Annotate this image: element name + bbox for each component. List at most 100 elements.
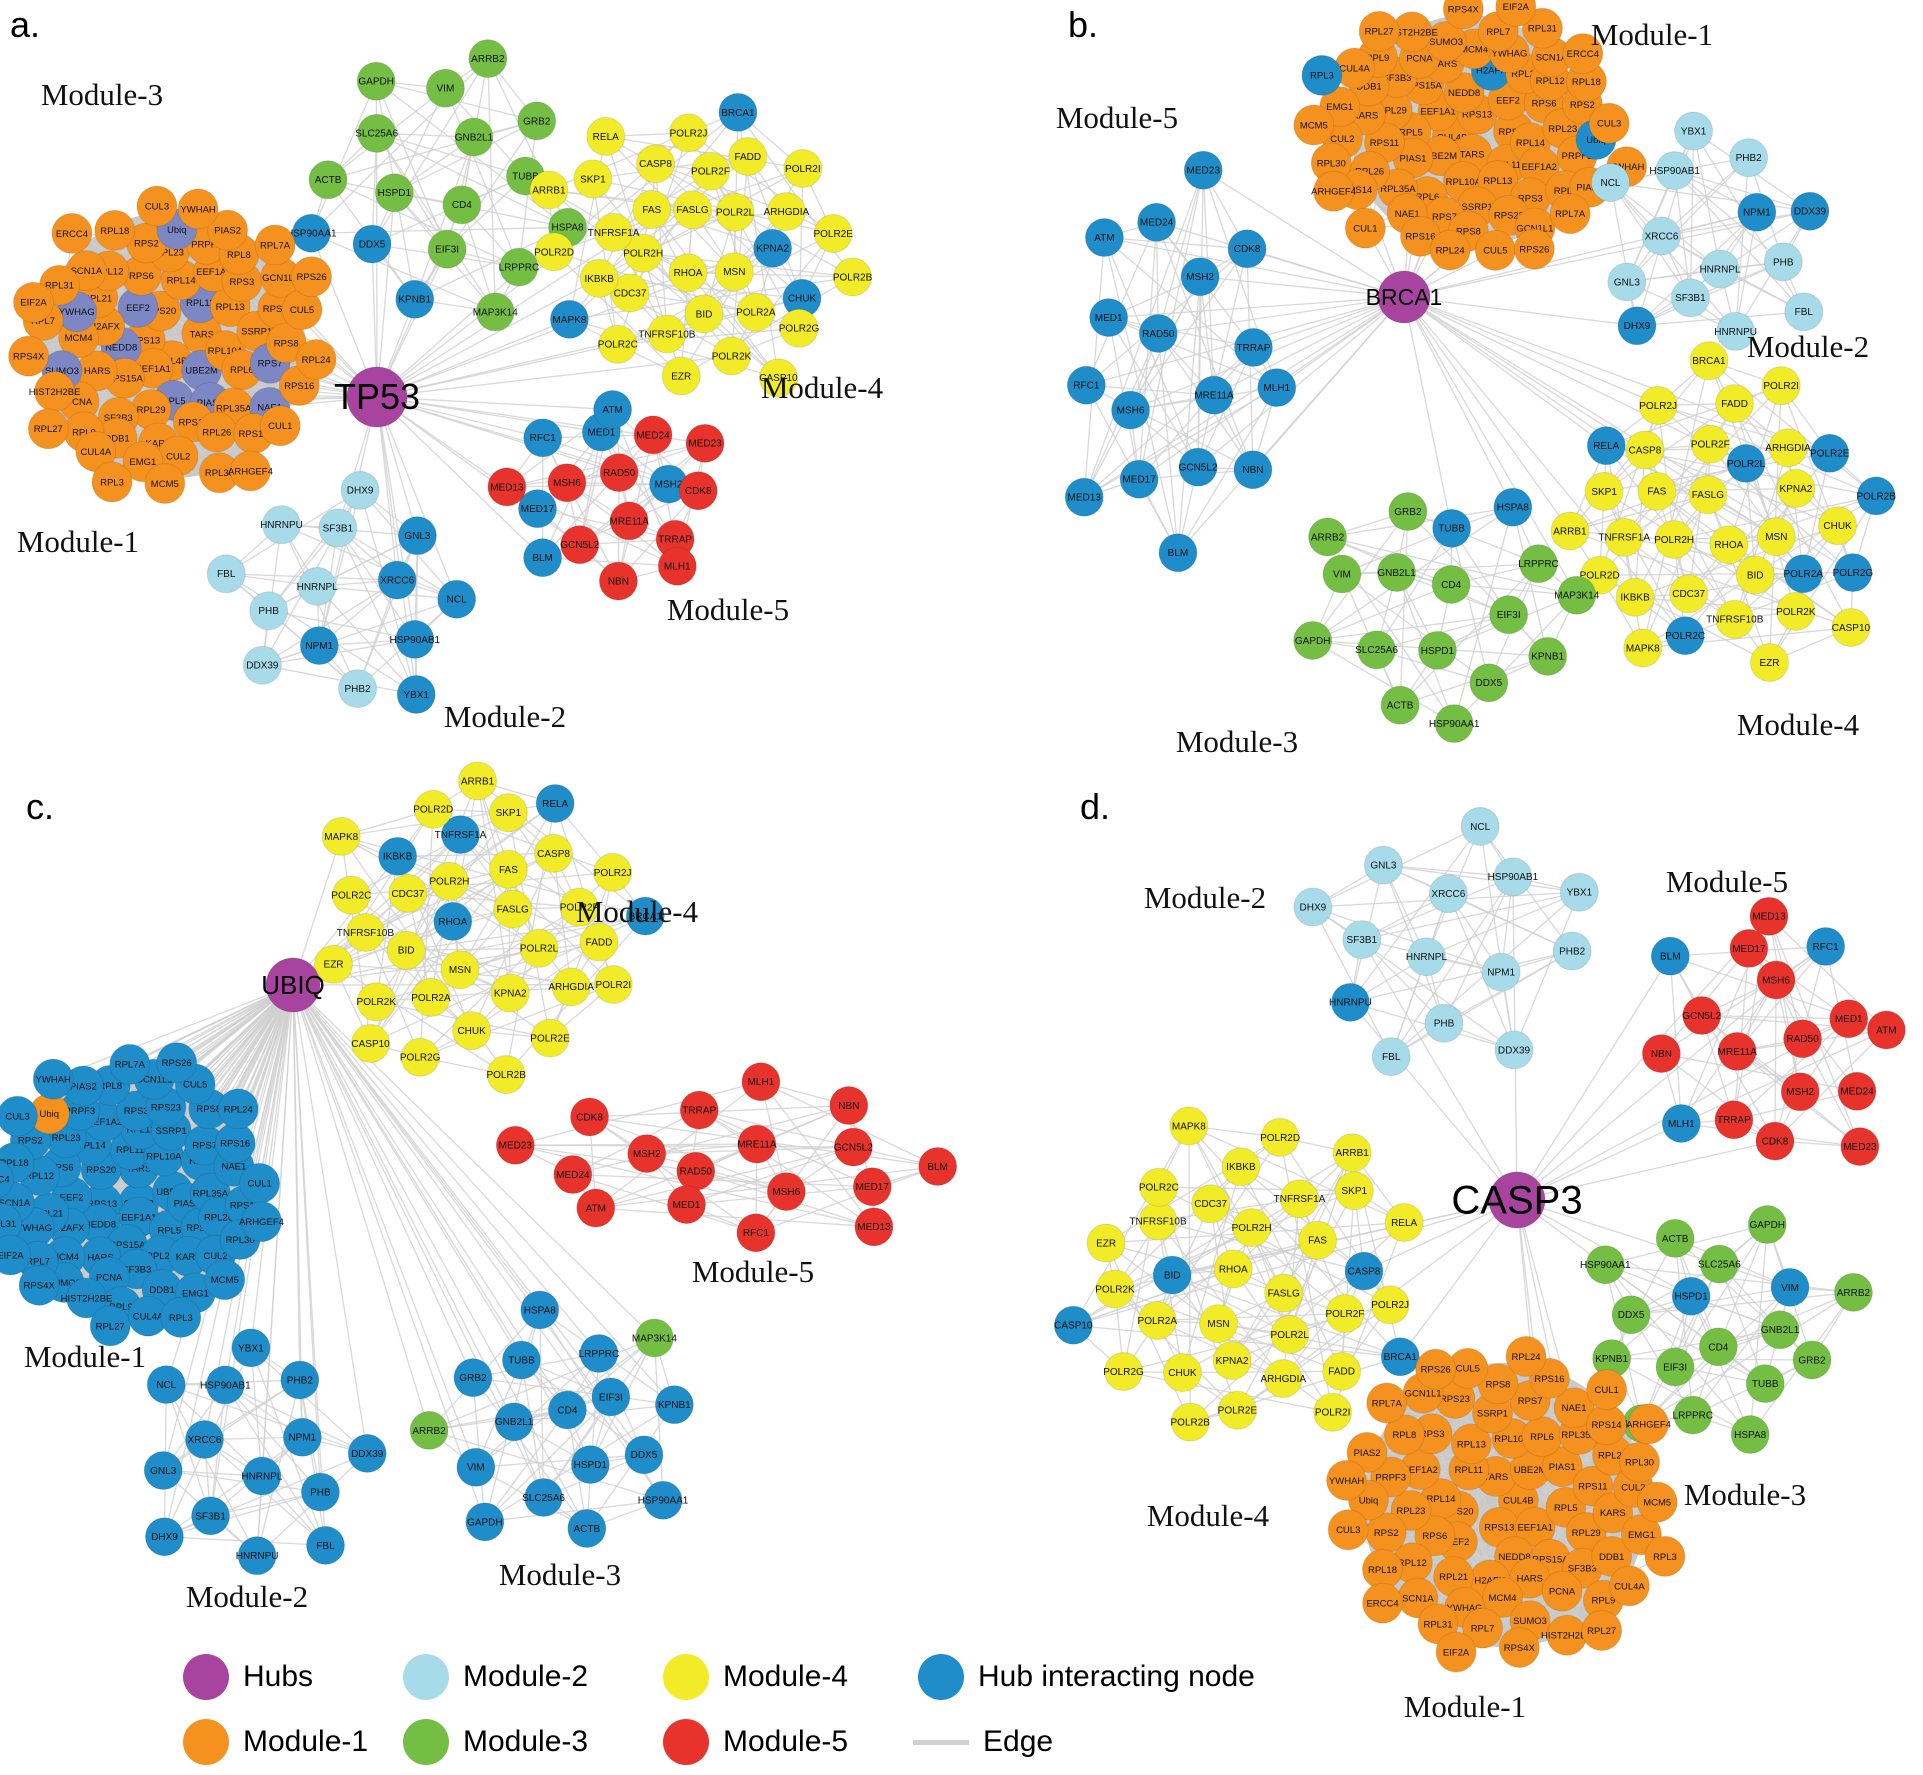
protein-node: FAS: [1298, 1220, 1338, 1260]
protein-node-label: RPS20: [146, 306, 176, 317]
protein-node: POLR2B: [1856, 476, 1896, 516]
protein-node-label: RPL18: [1368, 1565, 1397, 1576]
protein-node: POLR2J: [593, 852, 633, 892]
protein-node-label: EIF3I: [435, 245, 459, 256]
protein-node: POLR2F: [691, 151, 731, 191]
protein-node-label: DDX39: [246, 661, 279, 672]
protein-node: RELA: [1384, 1202, 1424, 1242]
protein-node: MCM5: [144, 462, 186, 504]
protein-node-label: CDK8: [685, 486, 712, 497]
protein-node-label: HSPA8: [1734, 1430, 1766, 1441]
protein-node-label: CUL3: [1336, 1525, 1360, 1536]
protein-node-label: PRPF3: [1375, 1472, 1406, 1483]
hub-label: UBIQ: [261, 970, 325, 1000]
protein-node-label: PCNA: [1406, 54, 1433, 65]
protein-node-label: EMG1: [129, 457, 156, 468]
protein-node-label: MCM5: [211, 1275, 239, 1286]
protein-node-label: POLR2C: [1139, 1183, 1179, 1194]
protein-node-label: EMG1: [1326, 102, 1353, 113]
protein-node: RPL30: [1619, 1441, 1661, 1483]
protein-node: HNRNPU: [1714, 311, 1757, 351]
protein-node-label: RPL23: [52, 1133, 81, 1144]
protein-node-label: RPL26: [202, 427, 231, 438]
module-label: Module-4: [1737, 707, 1860, 742]
protein-node: GAPDH: [1747, 1205, 1787, 1245]
protein-node-label: RPL35A: [1561, 1430, 1597, 1441]
protein-node: TNFRSF10B: [638, 314, 696, 354]
protein-node-label: CUL5: [183, 1079, 207, 1090]
protein-node: POLR2L: [715, 192, 755, 232]
protein-node-label: ATM: [1876, 1025, 1896, 1036]
protein-node: GNB2L1: [1377, 552, 1416, 592]
protein-node: HSPA8: [520, 1290, 560, 1330]
protein-node: DDX39: [242, 645, 282, 685]
protein-node-label: YBX1: [403, 690, 429, 701]
protein-node: ARRB1: [1332, 1133, 1372, 1173]
protein-node: SKP1: [573, 159, 613, 199]
protein-node-label: PHB2: [1736, 153, 1763, 164]
protein-node-label: YBX1: [238, 1343, 264, 1354]
protein-node-label: RPS23: [1440, 1394, 1470, 1405]
protein-node-label: SKP1: [496, 808, 522, 819]
protein-node-label: RPS8: [1486, 1379, 1511, 1390]
protein-node: PIAS2: [207, 209, 249, 251]
protein-node-label: EEF1A1: [121, 1212, 156, 1223]
protein-node: ARRB2: [409, 1410, 449, 1450]
protein-node: YBX1: [396, 674, 436, 714]
protein-node: MSH6: [1756, 960, 1796, 1000]
protein-node-label: HIST2H2BE: [29, 387, 81, 398]
protein-node-label: TNFRSF10B: [638, 329, 696, 340]
protein-node: LRPPRC: [1518, 544, 1559, 584]
protein-node: MSN: [714, 252, 754, 292]
protein-node: RPL31: [1521, 7, 1563, 49]
protein-node-label: POLR2D: [1580, 571, 1620, 582]
protein-node: EZR: [1749, 642, 1789, 682]
protein-node: PHB: [1763, 242, 1803, 282]
protein-node: NPM1: [282, 1417, 322, 1457]
protein-node-label: MAP3K14: [473, 307, 518, 318]
protein-node: MED24: [633, 415, 673, 455]
protein-node: MLH1: [741, 1062, 781, 1102]
protein-node-label: FASLG: [676, 205, 708, 216]
protein-node: DHX9: [144, 1517, 184, 1557]
protein-node-label: RPL11: [116, 1145, 144, 1156]
protein-node: POLR2D: [534, 232, 574, 272]
protein-node: POLR2E: [1810, 433, 1850, 473]
protein-node: CDK8: [1755, 1121, 1795, 1161]
protein-node: HNRNPL: [1699, 249, 1741, 289]
protein-node: FBL: [1784, 292, 1824, 332]
protein-node-label: ERCC4: [1567, 49, 1599, 60]
protein-node: ACTB: [567, 1508, 607, 1548]
protein-node-label: RPS16: [1405, 232, 1435, 243]
protein-node-label: RFC1: [530, 433, 557, 444]
protein-node: MSH2: [627, 1134, 667, 1174]
protein-node: DDX39: [1494, 1030, 1534, 1070]
protein-node: POLR2L: [1270, 1315, 1309, 1355]
protein-node: EIF3I: [1489, 595, 1529, 635]
protein-node-label: SF3B3: [1382, 73, 1411, 84]
protein-node-label: HSPD1: [378, 188, 412, 199]
protein-node: CD4: [547, 1390, 587, 1430]
protein-node-label: GCN5L2: [1179, 463, 1218, 474]
protein-node: HSPD1: [1417, 630, 1457, 670]
protein-node-label: RPL21: [1439, 1572, 1468, 1583]
hub-label: TP53: [334, 376, 420, 417]
protein-node: TRRAP: [679, 1090, 719, 1130]
hub-node: CASP3: [1451, 1171, 1583, 1229]
protein-node-label: CUL1: [1594, 1385, 1618, 1396]
protein-node-label: HNRNPU: [1714, 327, 1757, 338]
protein-node: TNFRSF1A: [1274, 1179, 1326, 1219]
protein-node: MSH6: [766, 1172, 806, 1212]
protein-node-label: DDX5: [1618, 1310, 1645, 1321]
protein-node: BRCA1: [625, 896, 665, 936]
protein-node-label: EMG1: [182, 1288, 209, 1299]
protein-node-label: NAE1: [257, 403, 282, 414]
protein-node-label: MSH2: [1786, 1087, 1814, 1098]
protein-node-label: POLR2I: [1763, 381, 1799, 392]
protein-node-label: CDK8: [1234, 244, 1261, 255]
protein-node-label: HNRNPL: [297, 582, 339, 593]
protein-node-label: HNRNPL: [1699, 264, 1741, 275]
protein-node: KPNA2: [1776, 468, 1816, 508]
protein-node-label: EEF1A2: [87, 1117, 122, 1128]
module-label: Module-1: [24, 1339, 146, 1374]
